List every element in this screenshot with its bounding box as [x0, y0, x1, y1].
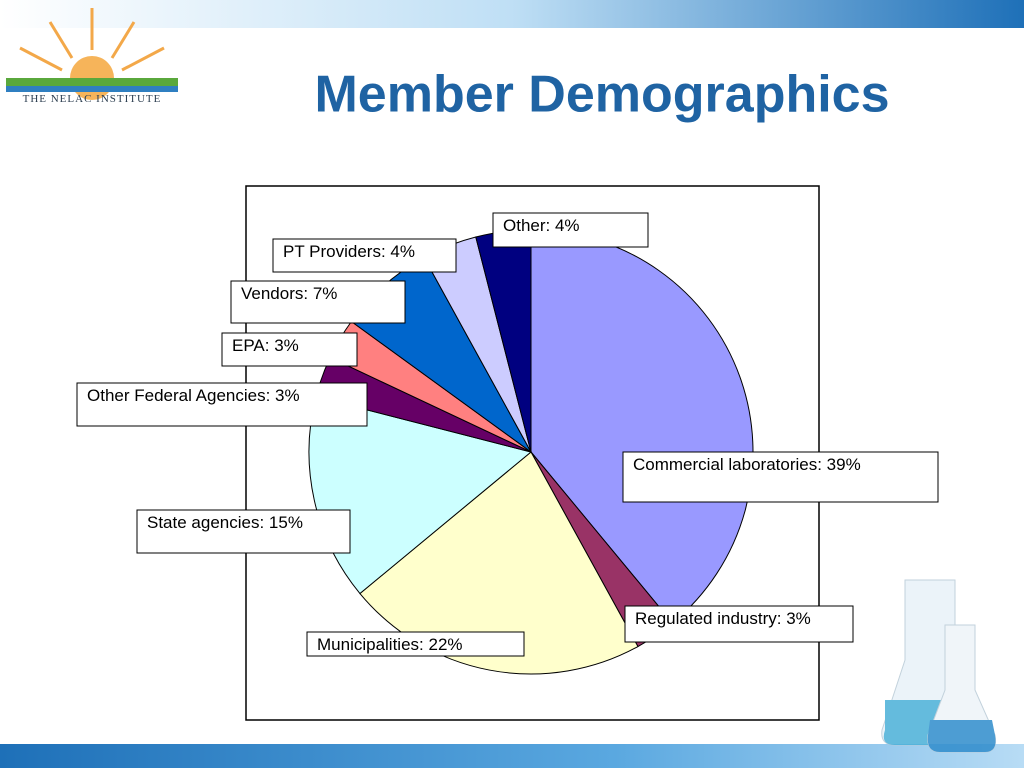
label-box — [492, 212, 649, 248]
data-label: PT Providers: 4% — [283, 242, 415, 261]
label-box — [136, 509, 351, 554]
logo-text: THE NELAC INSTITUTE — [23, 93, 162, 105]
data-label: Other Federal Agencies: 3% — [87, 386, 300, 405]
label-box — [306, 631, 525, 657]
labels: Commercial laboratories: 39% Regulated in… — [76, 212, 939, 657]
data-label: Regulated industry: 3% — [635, 609, 811, 628]
label-box — [76, 382, 368, 427]
label-box — [272, 238, 457, 273]
data-label: Municipalities: 22% — [317, 635, 463, 654]
flasks — [881, 579, 996, 753]
data-label: EPA: 3% — [232, 336, 299, 355]
label-box — [624, 605, 854, 643]
logo: THE NELAC INSTITUTE — [6, 8, 178, 105]
top-bar — [0, 0, 1024, 28]
chart-title: Member Demographics — [314, 66, 889, 124]
label-box — [622, 451, 939, 503]
pie-slice — [359, 451, 639, 675]
label-box — [221, 332, 358, 367]
data-label: Vendors: 7% — [241, 284, 337, 303]
pie — [308, 229, 754, 675]
label-box — [230, 280, 406, 324]
data-label: Other: 4% — [503, 216, 580, 235]
data-label: State agencies: 15% — [147, 513, 303, 532]
data-label: Commercial laboratories: 39% — [633, 455, 861, 474]
bottom-bar — [0, 744, 1024, 768]
